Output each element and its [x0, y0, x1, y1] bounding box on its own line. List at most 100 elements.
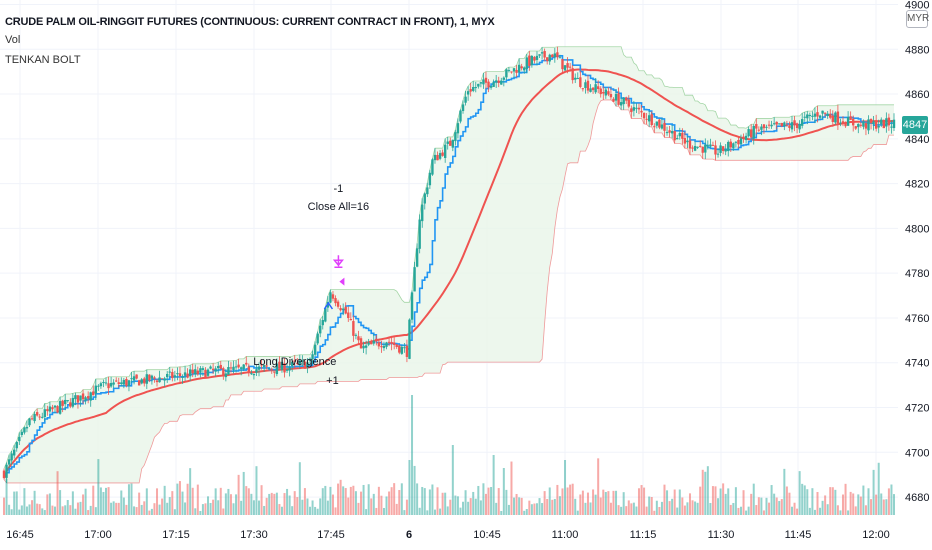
candle	[892, 113, 896, 131]
volume-bar	[890, 484, 893, 515]
candle	[823, 112, 827, 117]
candle	[61, 399, 64, 413]
candle	[665, 126, 669, 136]
volume-bar	[686, 502, 689, 515]
candle-body	[813, 113, 817, 117]
volume-bar	[54, 506, 57, 515]
candle-body	[561, 59, 564, 70]
candle-body	[500, 80, 503, 85]
candle-body	[20, 431, 24, 435]
candle-body	[285, 369, 289, 371]
candle-body	[173, 375, 177, 378]
candle-body	[367, 342, 370, 345]
price-tick-label: 4820	[905, 179, 929, 191]
candle	[686, 135, 689, 148]
volume-bar	[56, 471, 59, 515]
volume-bar	[431, 484, 434, 515]
candle-body	[372, 340, 375, 344]
short-annotation-line1: -1	[334, 183, 344, 195]
candle-body	[237, 364, 240, 368]
candle	[143, 376, 146, 387]
time-tick-label: 11:45	[785, 529, 812, 541]
candle	[199, 365, 202, 378]
candle-body	[446, 141, 449, 144]
volume-bar	[102, 491, 105, 515]
candle	[762, 123, 766, 134]
candle-body	[693, 146, 697, 151]
volume-bar	[229, 494, 232, 515]
volume-bar	[337, 483, 340, 515]
currency-badge[interactable]: MYR	[906, 10, 929, 28]
candle-body	[770, 124, 773, 127]
candle	[647, 110, 651, 127]
signal-annotations: -1 Close All=16 Long Divergence +1	[253, 183, 369, 387]
volume-bar	[757, 497, 760, 515]
volume-bar	[806, 489, 809, 515]
candle-body	[890, 126, 893, 128]
volume-bar	[382, 507, 385, 515]
volume-bar	[472, 491, 475, 515]
candle-body	[222, 368, 225, 376]
volume-bar	[762, 510, 765, 515]
candle	[20, 429, 24, 438]
volume-bar	[645, 506, 648, 515]
volume-bar	[444, 492, 447, 515]
candle	[255, 364, 258, 377]
candle-body	[283, 363, 286, 373]
candle	[206, 368, 210, 378]
candle-body	[494, 80, 498, 83]
candle-body	[194, 369, 197, 375]
candle	[18, 432, 21, 446]
volume-bar	[546, 498, 549, 515]
volume-bar	[217, 500, 220, 515]
volume-bar	[566, 487, 569, 515]
volume-bar	[854, 506, 857, 515]
volume-bar	[413, 465, 416, 515]
volume-bar	[813, 509, 816, 515]
candle-body	[755, 124, 758, 129]
candle-body	[311, 354, 314, 360]
volume-bar	[158, 504, 161, 515]
candle	[482, 73, 485, 89]
time-tick-label: 17:30	[240, 529, 268, 541]
volume-bar	[20, 505, 23, 515]
candle-body	[749, 129, 753, 138]
volume-bar	[857, 494, 860, 515]
candle	[313, 341, 317, 357]
volume-bar	[699, 486, 702, 515]
candle	[869, 118, 873, 130]
volume-bar	[464, 490, 467, 515]
candle	[10, 450, 13, 466]
candle	[209, 365, 212, 370]
candle-body	[421, 204, 424, 222]
volume-bar	[148, 510, 151, 515]
candle-body	[150, 375, 154, 379]
candle-body	[788, 125, 791, 128]
volume-bar	[533, 503, 536, 515]
volume-bar	[880, 493, 883, 515]
candle-body	[545, 57, 549, 61]
candle-body	[428, 172, 432, 186]
volume-bar	[250, 493, 253, 515]
volume-bar	[864, 505, 867, 515]
candle-body	[704, 144, 707, 153]
candle-body	[377, 342, 381, 347]
candle-body	[487, 81, 490, 88]
volume-bar	[589, 502, 592, 515]
volume-bar	[18, 509, 21, 515]
candle-body	[826, 113, 829, 117]
volume-bar	[342, 486, 345, 515]
candle	[770, 120, 773, 129]
volume-indicator-label[interactable]: Vol	[5, 34, 21, 46]
candle-body	[816, 112, 819, 117]
strategy-indicator-label[interactable]: TENKAN BOLT	[5, 54, 81, 66]
volume-bar	[849, 491, 852, 515]
volume-bar	[357, 502, 360, 515]
candle	[459, 109, 462, 124]
candle	[237, 358, 240, 369]
volume-bar	[84, 488, 87, 515]
candle	[561, 58, 564, 74]
candle	[461, 100, 465, 114]
volume-bar	[449, 499, 452, 515]
